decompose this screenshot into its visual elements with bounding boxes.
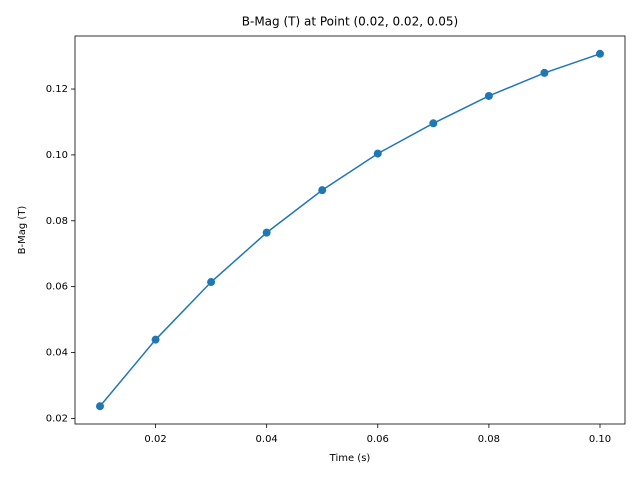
y-tick-label: 0.12 (46, 84, 68, 95)
x-axis-label: Time (s) (329, 453, 371, 464)
x-tick-label: 0.04 (256, 434, 278, 445)
x-tick-label: 0.10 (589, 434, 611, 445)
y-tick-label: 0.10 (46, 150, 68, 161)
x-tick-label: 0.08 (478, 434, 500, 445)
series-line (99, 53, 601, 407)
point (373, 149, 382, 158)
y-tick-label: 0.06 (46, 282, 68, 293)
point (207, 278, 216, 287)
y-tick-label: 0.08 (46, 216, 68, 227)
chart-title: B-Mag (T) at Point (0.02, 0.02, 0.05) (242, 15, 458, 29)
point (484, 91, 493, 100)
point (318, 186, 327, 195)
y-tick-label: 0.04 (46, 348, 68, 359)
y-tick-label: 0.02 (46, 413, 68, 424)
point (429, 119, 438, 128)
point (262, 228, 271, 237)
x-tick-label: 0.02 (144, 434, 166, 445)
point (96, 402, 104, 411)
point (540, 68, 549, 77)
y-axis-label: B-Mag (T) (17, 206, 28, 255)
point (596, 49, 604, 58)
point (151, 335, 160, 344)
x-tick-label: 0.06 (367, 434, 389, 445)
plot-frame (74, 35, 626, 425)
